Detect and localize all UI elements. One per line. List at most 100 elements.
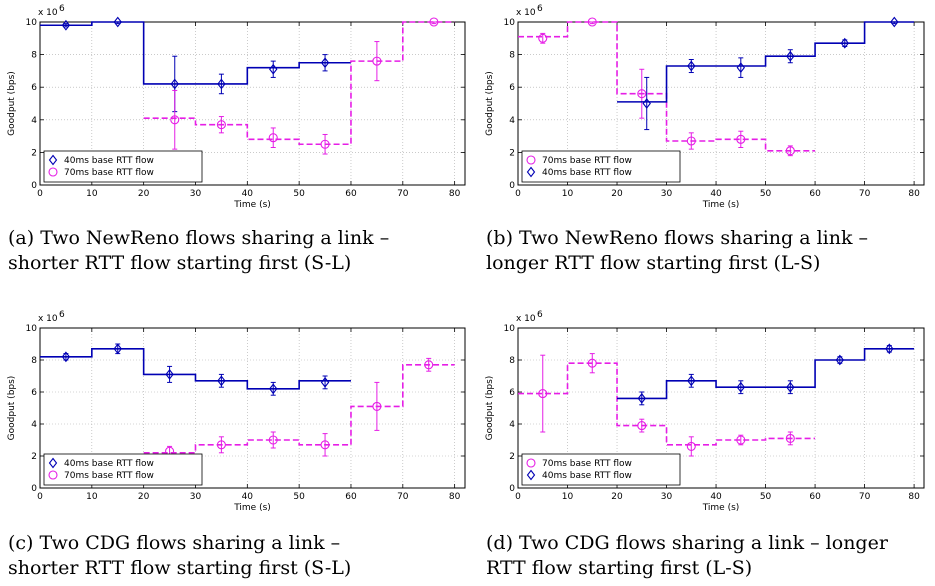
plot-frame — [517, 327, 925, 489]
x-tick-label: 30 — [190, 189, 202, 199]
x-tick-label: 60 — [809, 492, 821, 502]
y-tick-label: 6 — [31, 83, 37, 93]
y-tick-label: 6 — [509, 388, 515, 398]
x-tick-label: 70 — [859, 189, 871, 199]
y-tick-label: 6 — [509, 83, 515, 93]
data-point — [268, 435, 278, 445]
legend-label: 40ms base RTT flow — [64, 156, 154, 166]
legend-marker — [526, 166, 536, 178]
legend-box — [43, 453, 203, 486]
legend-box — [43, 150, 203, 183]
y-tick-label: 2 — [509, 452, 515, 462]
caption-d: (d) Two CDG flows sharing a link – longe… — [486, 531, 888, 581]
y-tick-label: 0 — [509, 484, 515, 494]
data-point — [113, 16, 122, 28]
data-point — [587, 358, 597, 368]
x-tick-label: 60 — [345, 492, 357, 502]
data-point — [686, 441, 696, 451]
y-multiplier: x 10 — [516, 8, 536, 18]
legend-marker — [48, 470, 58, 480]
data-point — [736, 381, 746, 393]
y-tick-label: 4 — [509, 116, 515, 126]
legend-label: 70ms base RTT flow — [542, 459, 632, 469]
legend: 70ms base RTT flow 40ms base RTT flow — [521, 150, 681, 183]
caption-a-line-1: (a) Two NewReno flows sharing a link – — [8, 227, 390, 249]
series-line — [518, 362, 816, 446]
series-2 — [143, 17, 455, 155]
legend-marker — [526, 469, 536, 481]
x-axis-label: Time (s) — [702, 200, 740, 210]
data-point — [687, 375, 696, 387]
caption-c-line-1: (c) Two CDG flows sharing a link – — [8, 532, 341, 554]
y-exponent: 6 — [537, 310, 543, 320]
legend-label: 70ms base RTT flow — [64, 471, 154, 481]
plot-frame — [517, 21, 925, 186]
series-line — [617, 21, 915, 103]
y-tick-label: 6 — [31, 388, 37, 398]
series-line — [40, 21, 351, 85]
data-point — [785, 433, 795, 443]
x-tick-label: 20 — [138, 492, 150, 502]
series-line — [40, 348, 351, 390]
legend-label: 70ms base RTT flow — [542, 156, 632, 166]
x-tick-label: 60 — [809, 189, 821, 199]
series-line — [143, 364, 455, 454]
y-axis-label: Goodput (bps) — [7, 376, 17, 441]
legend-marker — [48, 457, 58, 469]
series-line — [143, 21, 455, 146]
caption-b-line-1: (b) Two NewReno flows sharing a link – — [486, 227, 869, 249]
data-point — [170, 115, 180, 125]
x-tick-label: 80 — [449, 492, 461, 502]
caption-a: (a) Two NewReno flows sharing a link – s… — [8, 226, 389, 276]
y-multiplier: x 10 — [38, 8, 58, 18]
x-tick-label: 50 — [760, 189, 772, 199]
x-tick-label: 20 — [138, 189, 150, 199]
y-tick-label: 10 — [504, 18, 516, 28]
x-tick-label: 80 — [908, 492, 920, 502]
x-tick-label: 30 — [661, 189, 673, 199]
y-tick-label: 8 — [509, 356, 515, 366]
x-tick-label: 20 — [611, 492, 623, 502]
x-tick-label: 80 — [908, 189, 920, 199]
x-tick-label: 40 — [242, 492, 254, 502]
y-tick-label: 4 — [509, 420, 515, 430]
y-tick-label: 2 — [31, 452, 37, 462]
x-tick-label: 50 — [760, 492, 772, 502]
series-2 — [617, 343, 915, 406]
y-tick-label: 4 — [31, 420, 37, 430]
x-tick-label: 30 — [190, 492, 202, 502]
data-point — [686, 136, 696, 146]
plot-frame — [39, 21, 466, 186]
legend-marker — [526, 458, 536, 468]
series-1 — [518, 17, 816, 157]
y-tick-label: 10 — [26, 324, 38, 334]
x-tick-label: 0 — [37, 492, 43, 502]
x-tick-label: 80 — [449, 189, 461, 199]
caption-b: (b) Two NewReno flows sharing a link – l… — [486, 226, 868, 276]
data-point — [61, 351, 71, 363]
data-point — [538, 389, 548, 399]
legend: 70ms base RTT flow 40ms base RTT flow — [521, 453, 681, 486]
data-point — [587, 17, 597, 27]
x-tick-label: 30 — [661, 492, 673, 502]
x-axis-label: Time (s) — [233, 200, 271, 210]
y-tick-label: 0 — [31, 181, 37, 191]
data-point — [835, 354, 845, 366]
plot-frame — [39, 327, 466, 489]
data-point — [113, 343, 122, 355]
x-tick-label: 50 — [293, 492, 305, 502]
data-point — [165, 369, 174, 380]
x-tick-label: 70 — [397, 189, 409, 199]
data-point — [890, 16, 899, 28]
x-tick-label: 40 — [242, 189, 254, 199]
x-axis-label: Time (s) — [233, 503, 271, 513]
y-tick-label: 10 — [504, 324, 516, 334]
data-point — [687, 60, 696, 72]
x-tick-label: 40 — [710, 189, 722, 199]
y-exponent: 6 — [59, 4, 65, 14]
